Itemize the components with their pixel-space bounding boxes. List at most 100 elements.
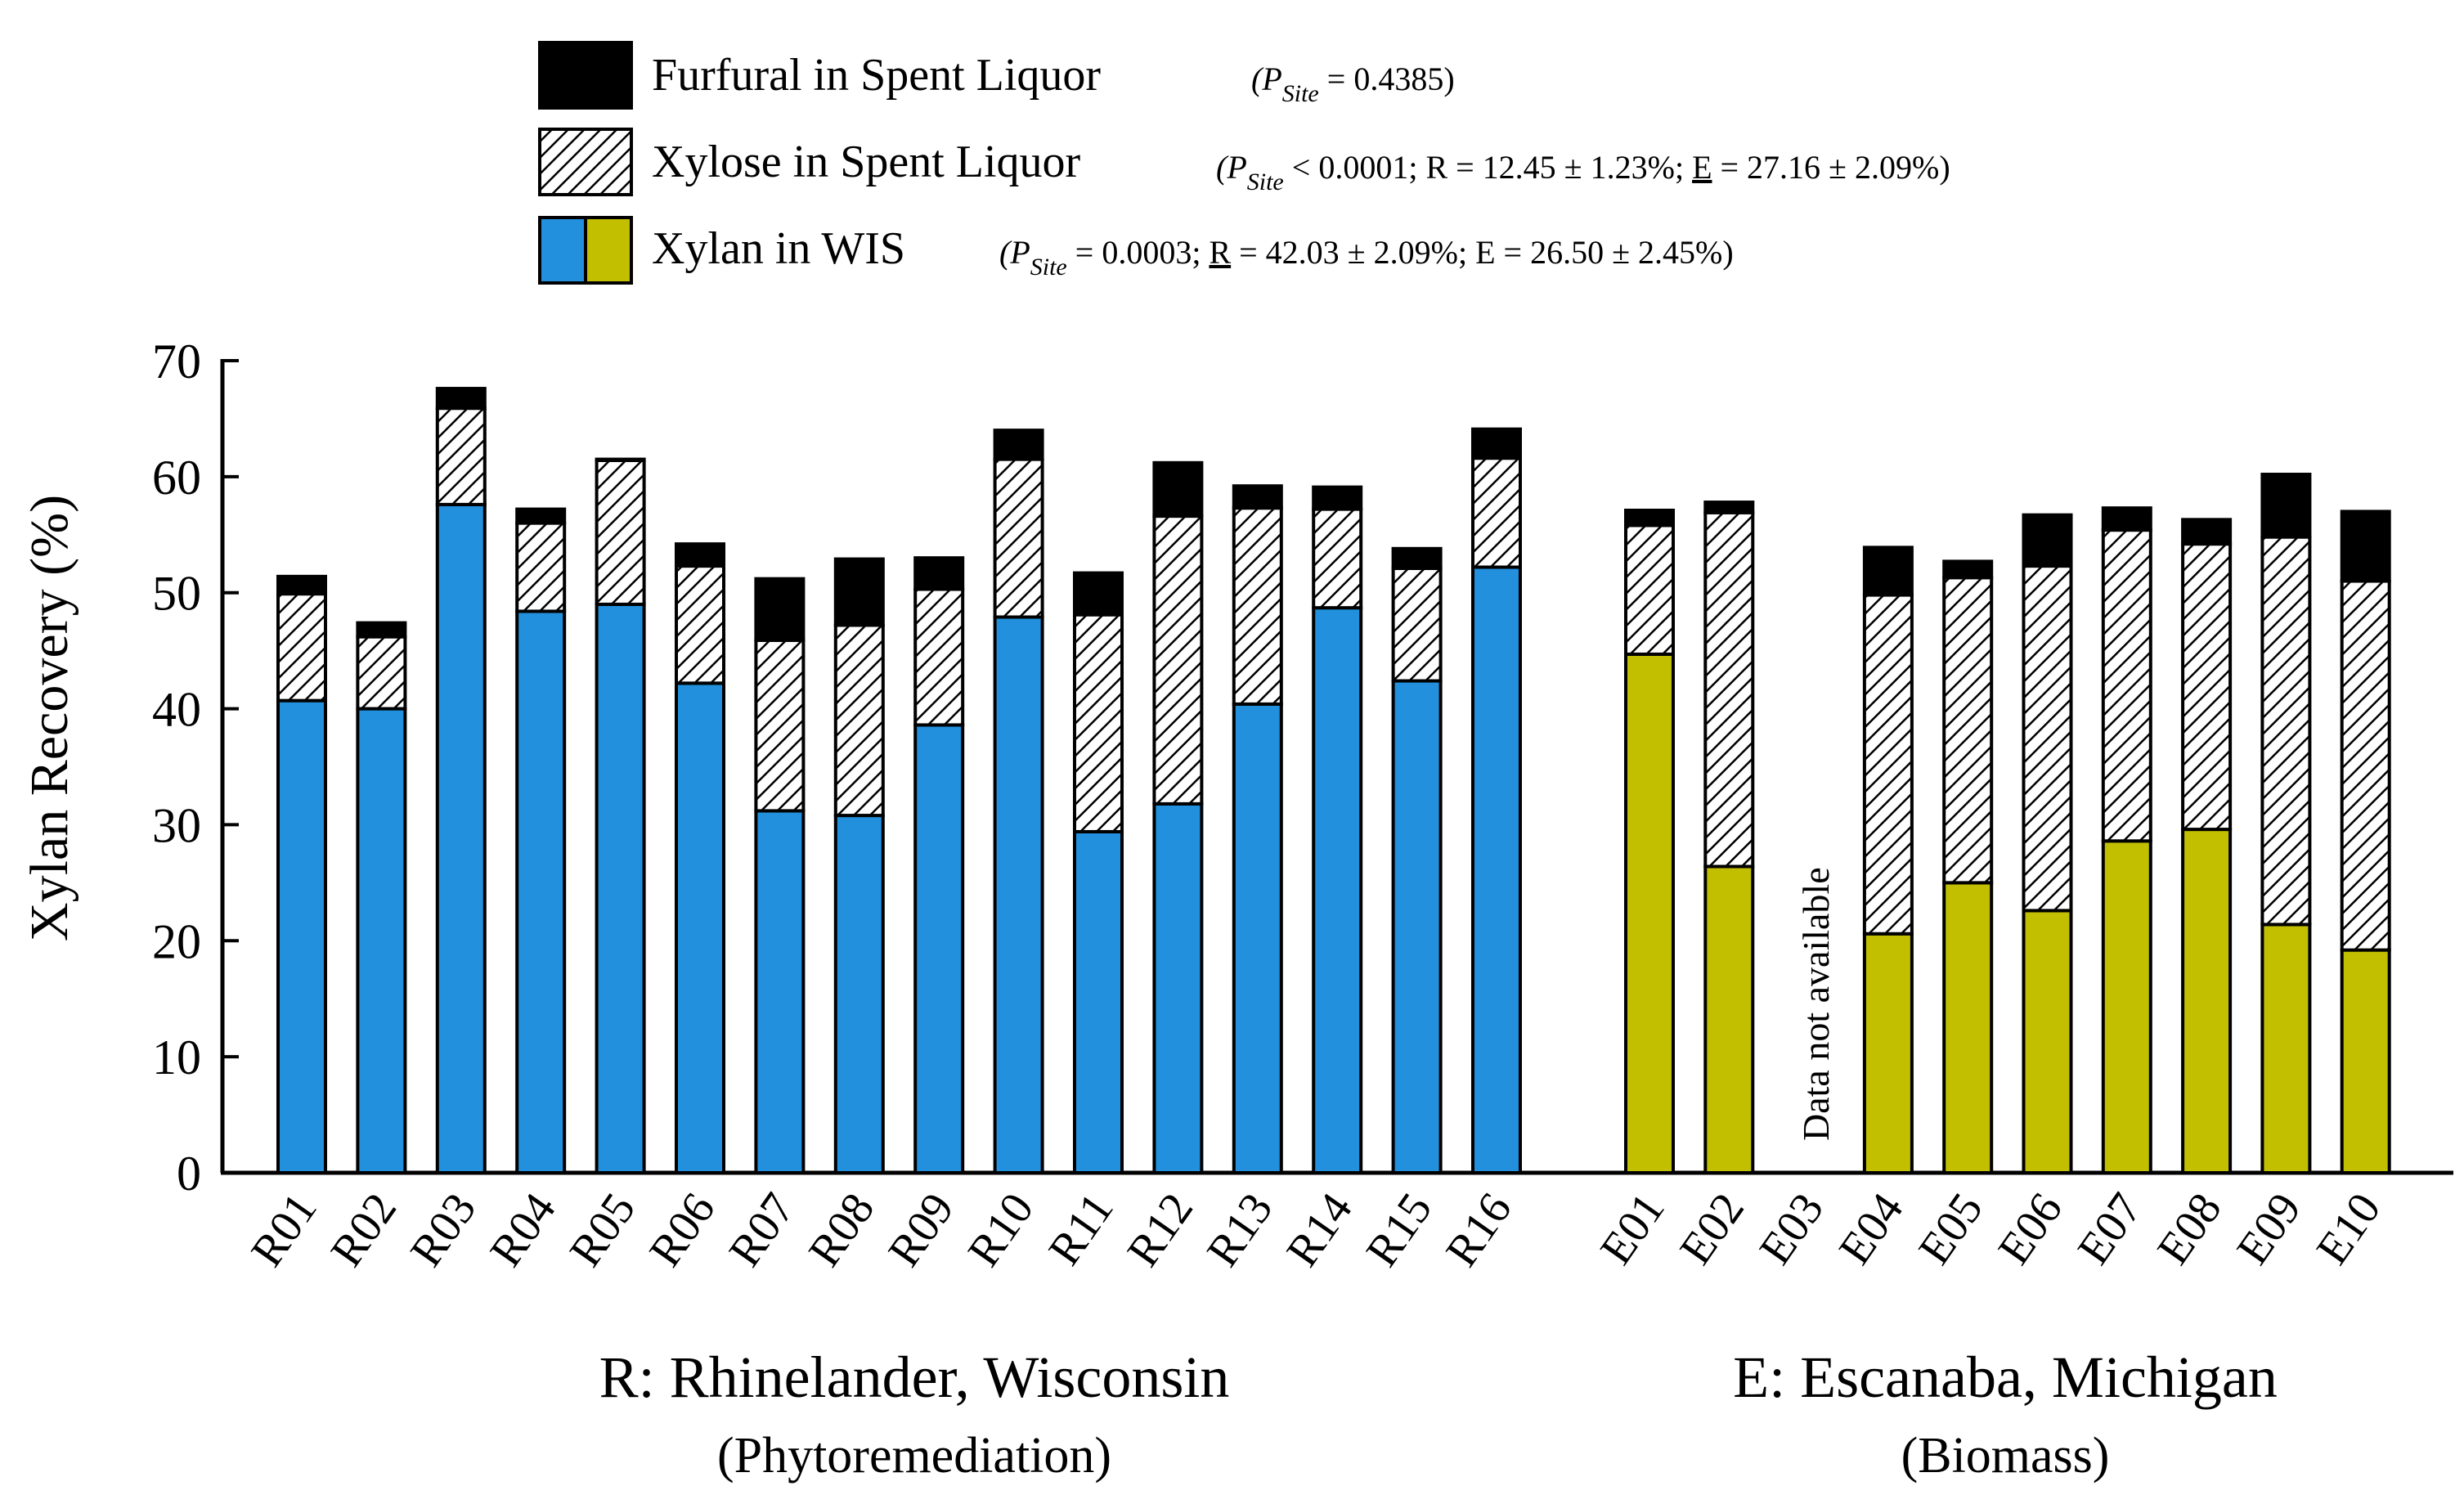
bar-furfural-r14 bbox=[1312, 485, 1363, 511]
legend-label-furfural: Furfural in Spent Liquor bbox=[652, 50, 1101, 101]
x-tick-label-r13: R13 bbox=[1197, 1184, 1282, 1276]
bar-xylan-r10 bbox=[993, 615, 1044, 1174]
group-title-r: R: Rhinelander, Wisconsin bbox=[599, 1345, 1230, 1410]
legend-stat-furfural: (PSite = 0.4385) bbox=[1251, 61, 1455, 107]
bar-xylan-r07 bbox=[754, 809, 806, 1174]
bar-furfural-e04 bbox=[1862, 545, 1914, 597]
bar-furfural-r04 bbox=[515, 507, 567, 525]
x-tick-labels: R01R02R03R04R05R06R07R08R09R10R11R12R13R… bbox=[241, 1184, 2390, 1276]
x-tick-label-e01: E01 bbox=[1591, 1184, 1675, 1273]
bar-furfural-e09 bbox=[2260, 473, 2312, 539]
y-tick-label: 10 bbox=[152, 1030, 201, 1084]
bar-xylose-e01 bbox=[1624, 523, 1675, 656]
bar-xylan-r05 bbox=[595, 602, 646, 1174]
x-tick-label-r10: R10 bbox=[958, 1184, 1043, 1276]
bar-xylose-r14 bbox=[1312, 507, 1363, 610]
x-tick-label-e10: E10 bbox=[2307, 1184, 2391, 1273]
x-tick-label-e04: E04 bbox=[1829, 1184, 1914, 1273]
bar-xylan-r16 bbox=[1471, 565, 1522, 1174]
bar-xylan-e07 bbox=[2101, 839, 2152, 1174]
y-tick-label: 40 bbox=[152, 683, 201, 737]
bar-xylose-r08 bbox=[833, 623, 885, 818]
bar-xylose-e07 bbox=[2101, 528, 2152, 843]
bar-furfural-e02 bbox=[1703, 501, 1755, 514]
bar-xylose-r06 bbox=[675, 564, 725, 685]
bar-xylan-r15 bbox=[1391, 679, 1443, 1174]
x-tick-label-e08: E08 bbox=[2148, 1184, 2232, 1273]
bar-furfural-e08 bbox=[2181, 518, 2233, 546]
legend: Furfural in Spent Liquor (PSite = 0.4385… bbox=[538, 41, 1950, 285]
bar-xylose-e06 bbox=[2022, 564, 2073, 913]
bar-xylose-r07 bbox=[754, 638, 806, 813]
x-tick-label-r11: R11 bbox=[1039, 1184, 1124, 1274]
x-tick-label-r09: R09 bbox=[879, 1184, 964, 1276]
legend-label-xylose: Xylose in Spent Liquor bbox=[652, 137, 1081, 187]
bar-furfural-r01 bbox=[276, 574, 327, 596]
y-tick-label: 60 bbox=[152, 451, 201, 505]
bar-xylan-r12 bbox=[1152, 801, 1204, 1174]
bars bbox=[276, 387, 2391, 1175]
bar-xylan-r02 bbox=[356, 707, 407, 1174]
bar-furfural-e01 bbox=[1624, 508, 1675, 528]
y-tick-label: 70 bbox=[152, 334, 201, 388]
bar-xylose-e10 bbox=[2340, 579, 2391, 952]
x-tick-label-r04: R04 bbox=[481, 1184, 566, 1276]
bar-xylan-r04 bbox=[515, 609, 567, 1174]
bar-furfural-e06 bbox=[2022, 513, 2073, 568]
group-title-e: E: Escanaba, Michigan bbox=[1733, 1345, 2278, 1410]
bar-xylan-r03 bbox=[435, 502, 487, 1174]
y-tick-label: 50 bbox=[152, 567, 201, 621]
bar-xylan-r14 bbox=[1312, 606, 1363, 1174]
bar-xylan-e09 bbox=[2260, 923, 2312, 1174]
bar-xylan-r01 bbox=[276, 698, 327, 1174]
bar-furfural-r10 bbox=[993, 429, 1044, 461]
bar-furfural-r09 bbox=[913, 556, 965, 591]
bar-xylan-r08 bbox=[833, 814, 885, 1175]
bar-furfural-r03 bbox=[435, 387, 487, 411]
bar-furfural-r13 bbox=[1232, 484, 1283, 510]
bar-furfural-r11 bbox=[1073, 571, 1124, 617]
bar-xylan-e01 bbox=[1624, 652, 1675, 1174]
y-tick-label: 0 bbox=[177, 1147, 201, 1201]
bar-furfural-r12 bbox=[1152, 460, 1204, 519]
x-tick-label-r06: R06 bbox=[640, 1184, 725, 1276]
x-tick-label-e07: E07 bbox=[2068, 1184, 2152, 1273]
legend-stat-xylan: (PSite = 0.0003; R = 42.03 ± 2.09%; E = … bbox=[999, 234, 1734, 281]
x-tick-label-e02: E02 bbox=[1670, 1184, 1754, 1273]
bar-xylose-e05 bbox=[1942, 576, 1994, 885]
legend-label-xylan: Xylan in WIS bbox=[652, 223, 905, 274]
x-tick-label-r08: R08 bbox=[799, 1184, 884, 1276]
bar-furfural-e07 bbox=[2101, 506, 2152, 532]
legend-swatch-furfural bbox=[538, 41, 633, 110]
legend-swatch-xylan-e bbox=[584, 216, 633, 285]
bar-furfural-e10 bbox=[2340, 510, 2391, 583]
y-tick-label: 20 bbox=[152, 914, 201, 968]
bar-xylan-r11 bbox=[1073, 829, 1124, 1174]
bar-xylan-e04 bbox=[1862, 932, 1914, 1174]
bar-xylose-r01 bbox=[276, 592, 327, 703]
bar-xylose-r03 bbox=[435, 406, 487, 506]
bar-xylose-r16 bbox=[1471, 456, 1522, 569]
bar-furfural-r06 bbox=[675, 542, 725, 568]
x-tick-label-r02: R02 bbox=[321, 1184, 406, 1276]
bar-furfural-r02 bbox=[356, 621, 407, 639]
x-tick-label-r05: R05 bbox=[560, 1184, 645, 1276]
x-tick-label-r03: R03 bbox=[401, 1184, 486, 1276]
bar-furfural-e05 bbox=[1942, 559, 1994, 580]
bar-xylan-e05 bbox=[1942, 881, 1994, 1175]
x-tick-label-r12: R12 bbox=[1118, 1184, 1203, 1276]
x-tick-label-e09: E09 bbox=[2228, 1184, 2312, 1273]
x-tick-label-r01: R01 bbox=[241, 1184, 326, 1276]
bar-xylan-e08 bbox=[2181, 828, 2233, 1174]
bar-xylan-e10 bbox=[2340, 948, 2391, 1174]
bar-xylose-r10 bbox=[993, 457, 1044, 619]
bar-xylose-r15 bbox=[1391, 566, 1443, 683]
bar-xylose-e09 bbox=[2260, 535, 2312, 927]
bar-furfural-r16 bbox=[1471, 427, 1522, 460]
bar-xylose-r04 bbox=[515, 521, 567, 613]
legend-swatch-xylose bbox=[538, 128, 633, 196]
x-tick-label-e03: E03 bbox=[1750, 1184, 1834, 1273]
bar-xylan-r06 bbox=[675, 681, 725, 1174]
bar-furfural-r08 bbox=[833, 557, 885, 627]
annotation-data-not-available: Data not available bbox=[1795, 867, 1837, 1141]
